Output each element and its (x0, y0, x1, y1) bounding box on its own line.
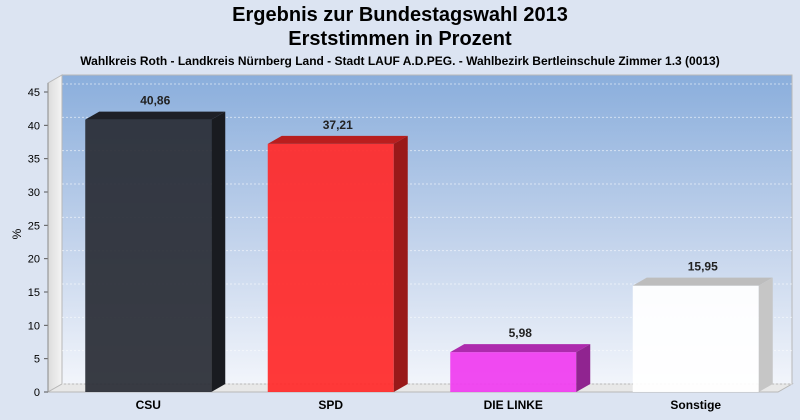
bar-side (576, 344, 591, 392)
y-tick-label: 40 (28, 120, 40, 132)
x-category-label: DIE LINKE (484, 398, 543, 412)
bar-value-label: 15,95 (688, 260, 718, 274)
y-tick-label: 30 (28, 187, 40, 199)
bar-front (267, 143, 394, 392)
bar-die-linke (450, 344, 591, 392)
bar-value-label: 37,21 (323, 118, 353, 132)
bar-side (393, 135, 408, 392)
bar-front (450, 352, 577, 392)
chart-title: Ergebnis zur Bundestagswahl 2013 (232, 4, 568, 26)
y-tick-label: 25 (28, 220, 40, 232)
y-tick-label: 0 (34, 387, 40, 399)
y-tick-label: 15 (28, 287, 40, 299)
bar-spd (267, 135, 408, 392)
bar-value-label: 40,86 (140, 94, 170, 108)
x-category-label: SPD (318, 398, 343, 412)
x-category-label: Sonstige (670, 398, 721, 412)
bar-value-label: 5,98 (509, 326, 533, 340)
bar-top (85, 111, 226, 120)
y-tick-label: 45 (28, 87, 40, 99)
bar-top (267, 135, 408, 144)
y-tick-label: 5 (34, 354, 40, 366)
bar-front (85, 119, 212, 392)
x-category-label: CSU (136, 398, 161, 412)
chart-subtitle: Erststimmen in Prozent (288, 28, 512, 50)
y-tick-label: 10 (28, 320, 40, 332)
bar-side (758, 277, 773, 392)
bar-side (211, 111, 226, 392)
bar-front (632, 285, 759, 392)
y-axis-label: % (10, 228, 24, 239)
bar-sonstige (632, 277, 773, 392)
bar-csu (85, 111, 226, 392)
bar-top (450, 344, 591, 353)
plot-side-wall (47, 74, 63, 393)
y-tick-label: 35 (28, 154, 40, 166)
chart-caption: Wahlkreis Roth - Landkreis Nürnberg Land… (80, 54, 720, 68)
y-tick-label: 20 (28, 254, 40, 266)
bar-top (632, 277, 773, 286)
